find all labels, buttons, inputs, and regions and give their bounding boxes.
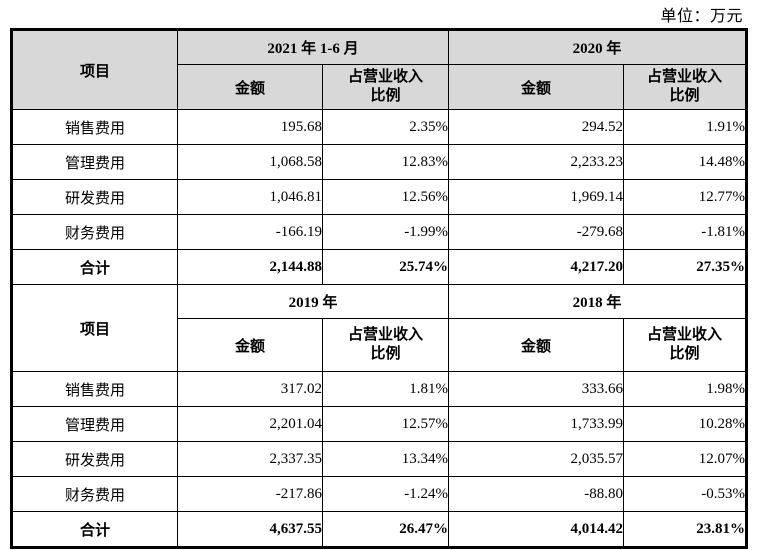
amount-cell: 294.52 xyxy=(448,109,624,145)
amount-header: 金额 xyxy=(177,318,323,372)
ratio-cell: 12.57% xyxy=(322,406,449,442)
table-row: 研发费用 2,337.35 13.34% 2,035.57 12.07% xyxy=(11,441,748,477)
row-item-label: 管理费用 xyxy=(11,406,178,442)
expense-table: 项目 2021 年 1-6 月 2020 年 金额 占营业收入 比例 金额 占营… xyxy=(10,28,749,549)
amount-cell: 195.68 xyxy=(177,109,323,145)
amount-cell: 4,637.55 xyxy=(177,511,323,548)
total-row: 合计 4,637.55 26.47% 4,014.42 23.81% xyxy=(11,511,748,548)
row-item-label: 财务费用 xyxy=(11,214,178,250)
ratio-cell: -1.24% xyxy=(322,476,449,512)
table-row: 财务费用 -166.19 -1.99% -279.68 -1.81% xyxy=(11,214,748,250)
ratio-cell: 14.48% xyxy=(622,144,748,180)
ratio-cell: 10.28% xyxy=(622,406,748,442)
row-item-label: 研发费用 xyxy=(11,179,178,215)
ratio-cell: 2.35% xyxy=(322,109,449,145)
amount-cell: 1,969.14 xyxy=(448,179,624,215)
amount-cell: 2,035.57 xyxy=(448,441,624,477)
row-item-label: 研发费用 xyxy=(11,441,178,477)
item-column-header: 项目 xyxy=(11,284,178,372)
total-label: 合计 xyxy=(11,511,178,548)
table-row: 项目 2021 年 1-6 月 2020 年 xyxy=(11,29,748,110)
row-item-label: 管理费用 xyxy=(11,144,178,180)
ratio-cell: 1.98% xyxy=(622,371,748,407)
ratio-cell: 27.35% xyxy=(622,249,748,285)
total-row: 合计 2,144.88 25.74% 4,217.20 27.35% xyxy=(11,249,748,285)
amount-header: 金额 xyxy=(177,64,323,110)
amount-cell: -217.86 xyxy=(177,476,323,512)
table-row: 研发费用 1,046.81 12.56% 1,969.14 12.77% xyxy=(11,179,748,215)
amount-cell: -279.68 xyxy=(448,214,624,250)
table-row: 管理费用 1,068.58 12.83% 2,233.23 14.48% xyxy=(11,144,748,180)
period-header-2021h1: 2021 年 1-6 月 xyxy=(177,29,449,65)
ratio-cell: -0.53% xyxy=(622,476,748,512)
amount-cell: 2,144.88 xyxy=(177,249,323,285)
ratio-header: 占营业收入 比例 xyxy=(622,64,748,110)
amount-header: 金额 xyxy=(448,318,624,372)
amount-cell: 2,233.23 xyxy=(448,144,624,180)
ratio-cell: 23.81% xyxy=(622,511,748,548)
amount-cell: 1,046.81 xyxy=(177,179,323,215)
amount-cell: 4,217.20 xyxy=(448,249,624,285)
ratio-cell: 12.83% xyxy=(322,144,449,180)
amount-cell: 333.66 xyxy=(448,371,624,407)
ratio-cell: 12.07% xyxy=(622,441,748,477)
amount-cell: 1,733.99 xyxy=(448,406,624,442)
amount-cell: -166.19 xyxy=(177,214,323,250)
unit-label: 单位：万元 xyxy=(660,8,743,25)
period-header-2018: 2018 年 xyxy=(447,284,748,319)
ratio-header: 占营业收入 比例 xyxy=(322,318,449,372)
ratio-header: 占营业收入 比例 xyxy=(322,64,449,110)
ratio-cell: -1.99% xyxy=(322,214,449,250)
row-item-label: 财务费用 xyxy=(11,476,178,512)
ratio-cell: 1.81% xyxy=(322,371,449,407)
amount-cell: 2,337.35 xyxy=(177,441,323,477)
ratio-cell: 1.91% xyxy=(622,109,748,145)
amount-cell: 317.02 xyxy=(177,371,323,407)
ratio-cell: -1.81% xyxy=(622,214,748,250)
amount-cell: 1,068.58 xyxy=(177,144,323,180)
ratio-cell: 25.74% xyxy=(322,249,449,285)
ratio-cell: 26.47% xyxy=(322,511,449,548)
total-label: 合计 xyxy=(11,249,178,285)
ratio-cell: 12.56% xyxy=(322,179,449,215)
item-column-header: 项目 xyxy=(11,29,178,110)
amount-header: 金额 xyxy=(448,64,624,110)
table-row: 销售费用 195.68 2.35% 294.52 1.91% xyxy=(11,109,748,145)
table-row: 项目 2019 年 2018 年 xyxy=(11,284,748,372)
amount-cell: 4,014.42 xyxy=(448,511,624,548)
table-row: 管理费用 2,201.04 12.57% 1,733.99 10.28% xyxy=(11,406,748,442)
ratio-cell: 13.34% xyxy=(322,441,449,477)
amount-cell: -88.80 xyxy=(448,476,624,512)
ratio-cell: 12.77% xyxy=(622,179,748,215)
table-row: 金额 占营业收入 比例 金额 占营业收入 比例 xyxy=(12,318,748,372)
ratio-header: 占营业收入 比例 xyxy=(622,318,748,372)
row-item-label: 销售费用 xyxy=(11,371,178,407)
table-row: 金额 占营业收入 比例 金额 占营业收入 比例 xyxy=(12,64,748,110)
table-row: 销售费用 317.02 1.81% 333.66 1.98% xyxy=(11,371,748,407)
row-item-label: 销售费用 xyxy=(11,109,178,145)
period-header-2020: 2020 年 xyxy=(447,29,748,65)
amount-cell: 2,201.04 xyxy=(177,406,323,442)
period-header-2019: 2019 年 xyxy=(177,284,449,319)
table-row: 财务费用 -217.86 -1.24% -88.80 -0.53% xyxy=(11,476,748,512)
